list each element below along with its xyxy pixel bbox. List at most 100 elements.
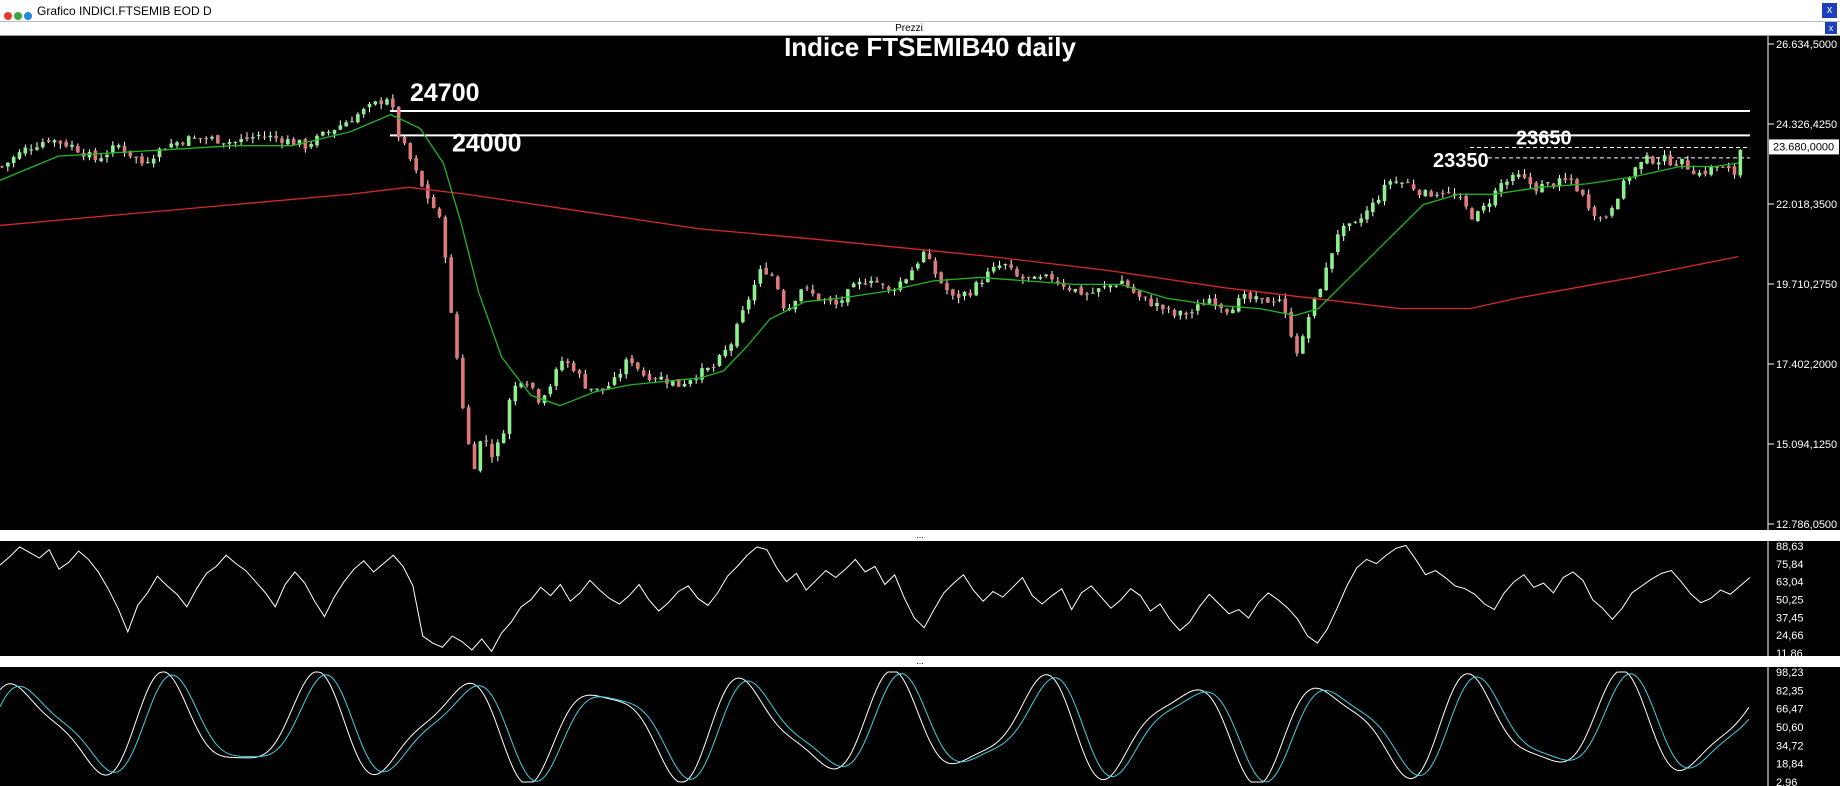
oscillator-2-panel: 98,23 82,35 66,47 50,60 34,72 18,84 2,96 [0,667,1804,786]
candle-body [478,441,483,471]
candle-body [1487,203,1492,208]
candle-body [881,283,885,285]
candle-body [1423,189,1428,196]
oscillator-1-tick-label: 88,63 [1776,541,1804,553]
panel-separator-1[interactable] [0,530,1840,541]
oscillator-2-tick-label: 82,35 [1776,685,1804,697]
candle-body [1026,276,1031,278]
candle-body [1470,208,1474,220]
candle-body [356,114,360,123]
candle-body [402,136,407,144]
oscillator-2-main-line [0,671,1750,783]
price-axis-tick-label: 22.018,3500 [1776,199,1837,211]
candle-body [595,388,599,390]
candle-body [671,381,675,386]
candle-body [1201,304,1206,306]
candle-body [974,282,978,296]
window-close-button[interactable]: x [1822,3,1837,18]
window-close-dot-icon[interactable] [4,12,12,20]
candle-body [519,382,523,387]
candle-body [1656,162,1661,165]
panel-separator-1-grip: ... [916,530,924,540]
candle-body [1283,298,1288,313]
candle-body [140,156,144,164]
candle-body [1289,311,1293,337]
candle-body [916,263,920,269]
candle-body [1306,317,1311,339]
candle-body [956,293,961,298]
candle-body [764,268,768,275]
candle-body [1365,210,1369,220]
candle-body [1680,158,1684,165]
candle-body [1481,205,1486,211]
candle-body [1528,177,1533,185]
candle-body [1476,211,1480,221]
candle-body [770,274,774,276]
candle-body [1050,274,1054,280]
candle-body [1341,225,1346,237]
price-panel-close-button[interactable]: x [1825,22,1837,34]
candle-body [99,158,103,162]
price-panel-header-label: Prezzi [895,23,923,34]
candle-body [554,369,558,386]
candle-body [1021,276,1025,279]
candle-body [344,122,348,127]
window-maximize-dot-icon[interactable] [14,12,22,20]
window-minimize-dot-icon[interactable] [24,12,32,20]
candle-body [1330,253,1334,269]
panel-separator-2[interactable] [0,656,1840,667]
last-price-label: 23.680,0000 [1773,141,1834,153]
fast-moving-average-line [0,113,1739,407]
candle-body [647,373,652,381]
candle-body [1178,310,1183,316]
candle-body [1207,298,1212,304]
candle-body [962,292,967,297]
candle-body [1312,297,1317,316]
window-controls[interactable] [4,7,34,25]
candle-body [315,135,319,146]
candle-body [1662,155,1667,162]
candle-body [1149,298,1153,307]
oscillator-1-tick-label: 37,45 [1776,612,1804,624]
candle-body [991,266,996,272]
candle-body [1627,177,1632,181]
candle-body [968,292,973,296]
candle-body [612,377,617,385]
candle-body [443,217,448,258]
candle-body [1131,286,1136,293]
candle-body [134,156,138,158]
candle-body [1703,170,1708,174]
oscillator-2-axis: 98,23 82,35 66,47 50,60 34,72 18,84 2,96 [1776,667,1804,786]
candle-body [1569,178,1573,180]
candle-body [128,150,133,157]
candle-body [46,140,51,142]
candle-body [1575,179,1579,192]
chart-area[interactable]: 26.634,5000 24.326,4250 22.018,3500 19.710,… [0,36,1840,786]
candle-body [146,162,150,164]
candle-body [111,145,115,154]
candle-body [11,157,16,164]
oscillator-1-axis: 88,63 75,84 63,04 50,25 37,45 24,66 11,86 [1776,541,1804,660]
candle-body [735,324,739,347]
candle-body [1721,166,1725,168]
candle-body [1260,298,1264,300]
candle-body [723,349,728,357]
window-title: Grafico INDICI.FTSEMIB EOD D [37,4,212,18]
candle-body [939,272,943,283]
candle-body [1166,307,1171,309]
candle-body [233,141,238,143]
candle-body [52,140,57,143]
candle-body [1371,202,1375,213]
oscillator-2-signal-line [0,673,1750,783]
candle-body [338,125,343,130]
oscillator-1-line [0,544,1751,653]
price-level-label: 23350 [1433,150,1489,172]
candle-body [414,158,418,171]
candle-body [198,138,203,140]
candle-body [548,386,553,394]
candle-body [1610,208,1614,216]
candle-body [455,314,459,358]
price-levels: 24700 24000 23650 23350 [390,79,1750,172]
candle-body [17,152,22,159]
candle-body [396,106,401,138]
